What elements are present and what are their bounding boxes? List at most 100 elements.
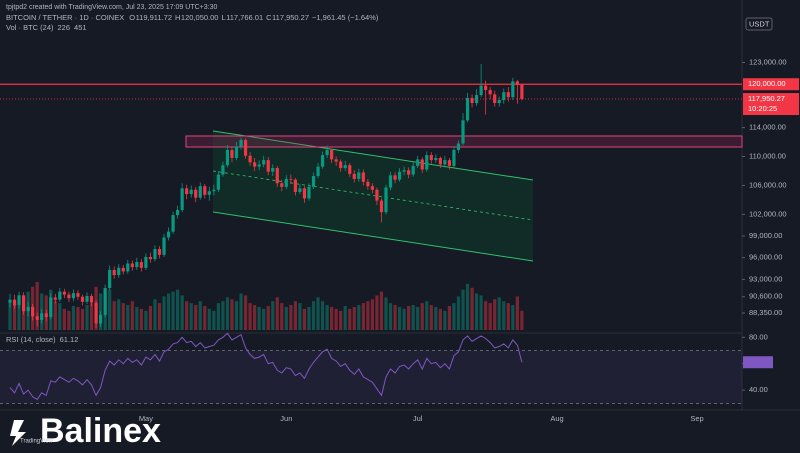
volume-bar (194, 305, 198, 330)
y-tick-label: 88,350.00 (749, 308, 782, 317)
x-tick-label: Jul (413, 414, 423, 423)
candle-body (26, 306, 30, 312)
candle-body (384, 187, 388, 213)
candle-body (407, 170, 411, 175)
candle-body (103, 288, 107, 315)
channel-fill (213, 131, 533, 261)
x-tick-label: Sep (690, 414, 703, 423)
currency-box (745, 17, 773, 31)
candle-body (139, 262, 143, 268)
volume-bar (416, 306, 420, 330)
candle-body (230, 150, 234, 158)
candle-body (44, 313, 48, 317)
volume-bar (108, 289, 112, 330)
volume-bar (117, 299, 121, 330)
candle-body (316, 166, 320, 177)
chart-title: BITCOIN / TETHER · 1D · COINEX (6, 13, 124, 22)
volume-bar (12, 303, 17, 330)
candle-body (257, 164, 261, 167)
candle-body (194, 189, 198, 198)
volume-bar (307, 306, 311, 330)
candle-body (185, 188, 189, 195)
candle-body (425, 155, 429, 170)
volume-bar (67, 310, 71, 330)
legend-key: L (221, 13, 225, 22)
x-tick-label: May (139, 414, 153, 423)
rsi-band-fill (0, 350, 742, 404)
candle-body (212, 189, 216, 192)
volume-bar (402, 308, 406, 330)
candle-body (334, 159, 338, 162)
candle-body (497, 100, 501, 104)
volume-bar (130, 301, 134, 330)
candle-body (330, 150, 334, 160)
candle-body (117, 267, 121, 276)
volume-bar (266, 306, 270, 330)
candle-body (144, 256, 148, 268)
volume-bar (162, 296, 166, 330)
volume-bar (447, 306, 452, 330)
candle-body (189, 189, 193, 195)
candle-body (456, 143, 461, 150)
volume-bar (434, 306, 438, 330)
candle-body (130, 263, 134, 268)
volume-bar (212, 310, 216, 330)
candle-body (393, 175, 397, 180)
volume-bar (176, 289, 180, 330)
volume-bar (253, 305, 257, 330)
candle-body (488, 90, 492, 95)
volume-bar (76, 306, 80, 330)
volume-bar (438, 308, 442, 330)
candle-body (49, 297, 53, 317)
candle-body (343, 165, 347, 169)
candle-body (108, 270, 112, 289)
candle-body (85, 296, 89, 302)
volume-bar (203, 306, 207, 330)
volume-bar (243, 295, 248, 330)
candle-body (243, 139, 248, 156)
volume-bar (234, 301, 239, 330)
volume-bar (207, 308, 211, 330)
volume-bar (275, 297, 279, 330)
candle-body (479, 85, 483, 96)
volume-bar (53, 301, 57, 330)
volume-bar (121, 303, 125, 330)
legend-value: 120,050.00 (181, 13, 219, 22)
candle-body (429, 155, 433, 161)
y-tick-label: 90,600.00 (749, 292, 782, 301)
channel-lower (212, 211, 534, 262)
last-price-label: 117,950.27 (748, 94, 785, 103)
volume-bar (330, 306, 334, 330)
candle-body (71, 293, 76, 299)
volume-title: Vol · BTC (24) (6, 23, 54, 32)
candle-body (176, 210, 180, 216)
candle-body (465, 97, 470, 121)
volume-bar (320, 301, 325, 330)
volume-bar (126, 305, 130, 330)
candle-body (452, 150, 456, 166)
candle-body (357, 172, 361, 179)
candle-body (80, 296, 85, 302)
rsi-last-tag (743, 356, 773, 369)
candle-body (126, 263, 130, 272)
candle-body (289, 178, 293, 180)
candle-body (293, 179, 297, 192)
legend-key: C (266, 13, 272, 22)
candle-body (493, 94, 497, 104)
volume-bar (361, 303, 365, 330)
volume-bar (17, 306, 21, 330)
volume-bar (393, 305, 397, 330)
rsi-title: RSI (14, close) (6, 335, 56, 344)
rsi-tick-label: 80.00 (749, 332, 768, 341)
legend-value: 117,950.27 (272, 13, 309, 22)
volume-bar (153, 299, 157, 330)
volume-bar (58, 303, 62, 330)
volume-bar (248, 303, 252, 330)
candle-body (21, 295, 26, 312)
volume-bar (225, 297, 230, 330)
volume-bar (352, 306, 356, 330)
candle-body (62, 291, 66, 295)
candle-body (443, 160, 447, 165)
y-tick-label: 110,000.00 (749, 151, 786, 160)
